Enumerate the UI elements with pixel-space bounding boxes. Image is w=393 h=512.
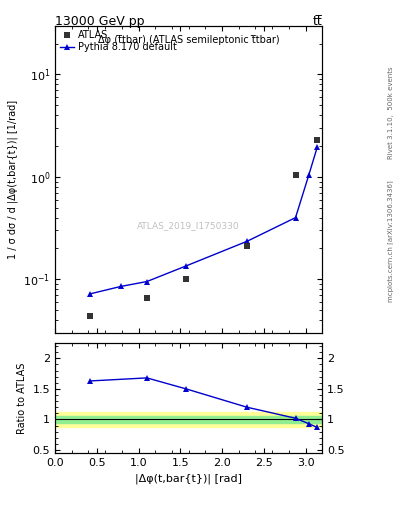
Pythia 8.170 default: [145, 279, 149, 285]
Pythia 8.170 default: [245, 238, 250, 244]
Pythia 8.170 default: [293, 215, 298, 221]
Line: Pythia 8.170 default: Pythia 8.170 default: [87, 144, 320, 297]
Pythia 8.170 default: [315, 144, 320, 150]
X-axis label: |Δφ(t,bar{t})| [rad]: |Δφ(t,bar{t})| [rad]: [135, 474, 242, 484]
Y-axis label: Ratio to ATLAS: Ratio to ATLAS: [17, 362, 27, 434]
Line: ATLAS: ATLAS: [87, 137, 320, 319]
Text: 13000 GeV pp: 13000 GeV pp: [55, 15, 145, 28]
ATLAS: [184, 276, 189, 282]
Bar: [55, 416, 322, 422]
Legend: ATLAS, Pythia 8.170 default: ATLAS, Pythia 8.170 default: [58, 29, 179, 54]
Text: Δφ (t̅tbar) (ATLAS semileptonic t̅tbar): Δφ (t̅tbar) (ATLAS semileptonic t̅tbar): [98, 35, 279, 45]
Bar: [55, 412, 322, 427]
Pythia 8.170 default: [307, 172, 311, 178]
ATLAS: [88, 313, 92, 319]
Pythia 8.170 default: [184, 263, 189, 269]
Pythia 8.170 default: [88, 291, 92, 297]
ATLAS: [315, 137, 320, 143]
Y-axis label: 1 / σ dσ / d |Δφ(t,bar{t})| [1/rad]: 1 / σ dσ / d |Δφ(t,bar{t})| [1/rad]: [7, 100, 18, 259]
ATLAS: [245, 243, 250, 249]
ATLAS: [293, 172, 298, 178]
ATLAS: [145, 295, 149, 302]
Text: tt̅: tt̅: [312, 15, 322, 28]
Pythia 8.170 default: [118, 284, 123, 290]
Text: mcplots.cern.ch [arXiv:1306.3436]: mcplots.cern.ch [arXiv:1306.3436]: [387, 180, 393, 302]
Text: ATLAS_2019_I1750330: ATLAS_2019_I1750330: [137, 221, 240, 230]
Text: Rivet 3.1.10,  500k events: Rivet 3.1.10, 500k events: [388, 67, 393, 159]
